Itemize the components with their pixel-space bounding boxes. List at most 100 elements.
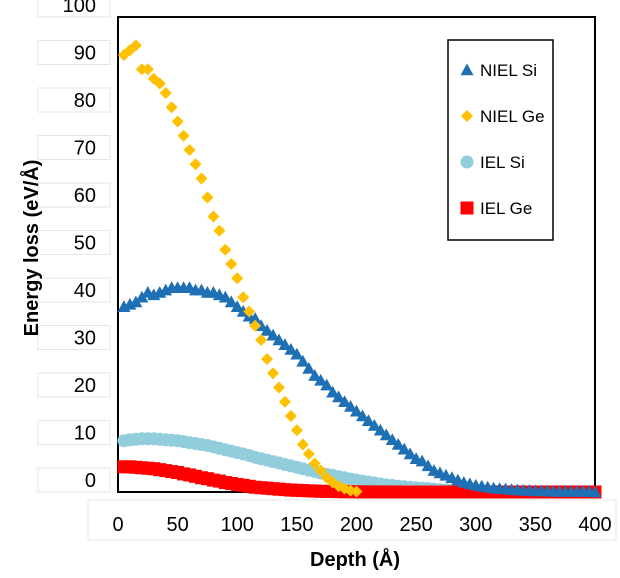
data-point bbox=[588, 485, 602, 498]
data-point bbox=[225, 258, 238, 270]
x-tick-label: 100 bbox=[221, 514, 254, 536]
x-tick-box bbox=[87, 499, 617, 541]
data-point bbox=[296, 354, 310, 367]
data-point bbox=[373, 423, 387, 436]
data-point bbox=[314, 464, 327, 477]
series-niel-si bbox=[117, 281, 602, 498]
data-point bbox=[308, 457, 321, 470]
data-point bbox=[141, 63, 154, 76]
x-axis-ticks: 0 50 100 150 200 250 300 350 400 bbox=[87, 499, 617, 541]
data-point bbox=[219, 243, 232, 256]
data-point bbox=[218, 290, 232, 303]
data-point bbox=[278, 338, 292, 350]
x-tick-label: 400 bbox=[578, 514, 611, 536]
data-point bbox=[302, 362, 316, 374]
legend-marker bbox=[460, 155, 474, 169]
data-point bbox=[355, 409, 369, 422]
data-point bbox=[272, 333, 286, 346]
y-tick-label: 60 bbox=[74, 185, 96, 207]
data-point bbox=[267, 367, 280, 380]
data-point bbox=[135, 290, 149, 303]
legend-marker bbox=[460, 201, 474, 215]
series-niel-ge bbox=[117, 39, 363, 498]
data-point bbox=[260, 324, 274, 336]
legend-marker bbox=[460, 63, 474, 76]
data-point bbox=[338, 395, 352, 407]
y-axis-ticks: 0 10 20 30 40 50 60 70 80 90 100 bbox=[37, 0, 111, 493]
data-point bbox=[261, 353, 274, 365]
data-point bbox=[284, 343, 298, 355]
data-point bbox=[391, 438, 405, 450]
data-point bbox=[326, 385, 340, 398]
y-tick-box bbox=[37, 372, 111, 398]
data-point bbox=[278, 395, 291, 408]
data-point bbox=[171, 115, 184, 128]
x-tick-label: 0 bbox=[112, 514, 123, 536]
data-point bbox=[421, 459, 435, 472]
data-point bbox=[272, 381, 285, 394]
data-point bbox=[385, 433, 399, 445]
y-tick-label: 20 bbox=[74, 375, 96, 397]
y-tick-label: 40 bbox=[74, 280, 96, 302]
data-point bbox=[320, 378, 334, 391]
y-axis-title: Energy loss (eV/Å) bbox=[19, 160, 43, 337]
data-point bbox=[129, 295, 143, 308]
y-tick-box bbox=[37, 467, 111, 493]
x-tick-label: 150 bbox=[280, 514, 313, 536]
data-series bbox=[117, 39, 602, 499]
data-point bbox=[129, 39, 142, 52]
y-tick-box bbox=[37, 0, 111, 18]
legend-label: NIEL Si bbox=[480, 61, 537, 80]
x-tick-label: 300 bbox=[459, 514, 492, 536]
data-point bbox=[207, 210, 220, 223]
x-tick-label: 350 bbox=[519, 514, 552, 536]
legend-marker bbox=[461, 110, 473, 122]
data-point bbox=[201, 191, 214, 204]
x-axis-title: Depth (Å) bbox=[310, 547, 400, 571]
data-point bbox=[296, 438, 309, 451]
data-point bbox=[224, 295, 238, 308]
data-point bbox=[255, 334, 268, 346]
data-point bbox=[302, 448, 315, 460]
y-tick-box bbox=[37, 277, 111, 303]
y-tick-label: 100 bbox=[63, 0, 96, 17]
y-tick-label: 0 bbox=[85, 470, 96, 492]
data-point bbox=[397, 442, 411, 455]
data-point bbox=[165, 101, 178, 114]
data-point bbox=[379, 428, 393, 441]
x-tick-label: 200 bbox=[340, 514, 373, 536]
data-point bbox=[367, 419, 381, 431]
data-point bbox=[350, 404, 363, 417]
y-tick-box bbox=[37, 40, 111, 65]
legend-label: IEL Ge bbox=[480, 199, 532, 218]
y-tick-label: 90 bbox=[74, 43, 96, 65]
data-point bbox=[189, 158, 202, 171]
data-point bbox=[153, 77, 166, 90]
data-point bbox=[403, 447, 417, 460]
y-tick-box bbox=[37, 135, 111, 160]
y-tick-label: 10 bbox=[74, 423, 96, 445]
data-point bbox=[183, 144, 196, 156]
data-point bbox=[195, 172, 208, 185]
legend-label: IEL Si bbox=[480, 153, 525, 172]
y-tick-box bbox=[37, 182, 111, 208]
data-point bbox=[290, 424, 303, 437]
data-point bbox=[213, 224, 226, 237]
y-tick-box bbox=[37, 325, 111, 350]
data-point bbox=[332, 390, 346, 403]
data-point bbox=[284, 410, 297, 422]
data-point bbox=[237, 291, 250, 304]
legend: NIEL Si NIEL Ge IEL Si IEL Ge bbox=[447, 39, 554, 241]
data-point bbox=[159, 87, 172, 99]
y-tick-label: 30 bbox=[74, 328, 96, 350]
data-point bbox=[249, 319, 262, 332]
data-point bbox=[344, 400, 358, 412]
y-tick-box bbox=[37, 230, 111, 255]
data-point bbox=[230, 300, 244, 312]
data-point bbox=[290, 347, 304, 360]
y-tick-label: 70 bbox=[74, 138, 96, 160]
y-tick-box bbox=[37, 420, 111, 445]
data-point bbox=[266, 328, 280, 341]
